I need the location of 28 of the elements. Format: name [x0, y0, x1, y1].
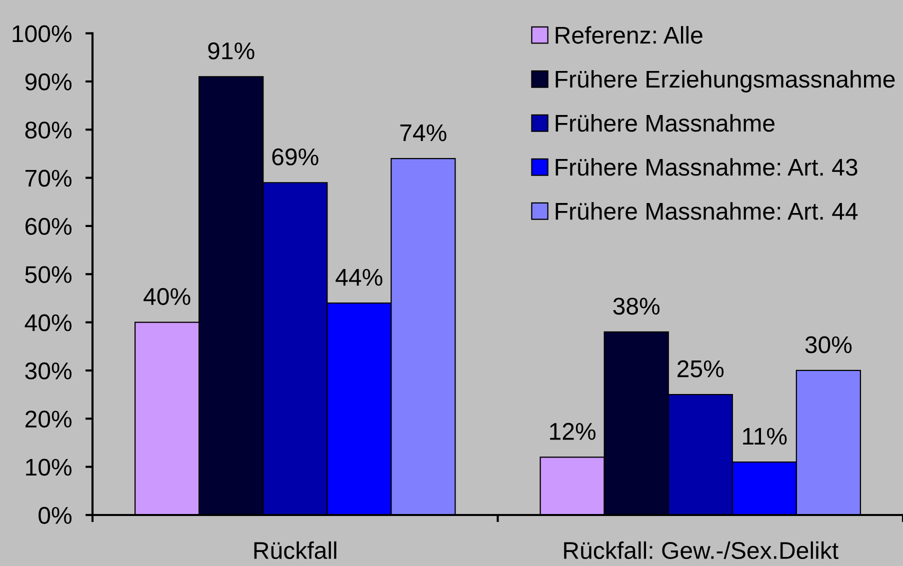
y-tick-label: 70%	[26, 170, 72, 187]
data-label: 74%	[400, 124, 446, 142]
y-tick-label: 0%	[38, 506, 72, 524]
data-label: 40%	[144, 288, 190, 306]
x-tick-label: Rückfall	[254, 541, 336, 560]
data-label: 25%	[678, 360, 724, 378]
y-tick-label: 30%	[25, 362, 72, 380]
y-tick-label: 20%	[25, 410, 72, 428]
data-label: 11%	[743, 428, 787, 445]
legend-label: Referenz: Alle	[556, 26, 702, 44]
data-label: 91%	[208, 42, 254, 60]
data-label: 44%	[336, 268, 382, 286]
y-tick-label: 50%	[25, 266, 72, 284]
data-label: 30%	[805, 336, 852, 354]
y-tick-label: 80%	[25, 122, 72, 139]
legend-label: Frühere Massnahme: Art. 43	[556, 158, 858, 176]
legend-label: Frühere Massnahme	[556, 114, 774, 132]
y-tick-label: 90%	[25, 73, 72, 90]
y-tick-label: 100%	[12, 25, 72, 42]
y-tick-label: 60%	[25, 218, 72, 235]
y-tick-label: 40%	[24, 314, 72, 332]
data-label: 38%	[613, 298, 660, 315]
y-tick-label: 10%	[26, 458, 72, 476]
data-label: 12%	[550, 422, 596, 440]
legend-label: Frühere Erziehungsmassnahme	[556, 70, 895, 92]
data-label: 69%	[272, 148, 318, 166]
legend-label: Frühere Massnahme: Art. 44	[556, 202, 858, 220]
x-tick-label: Rückfall: Gew.-/Sex.Delikt	[564, 541, 838, 560]
